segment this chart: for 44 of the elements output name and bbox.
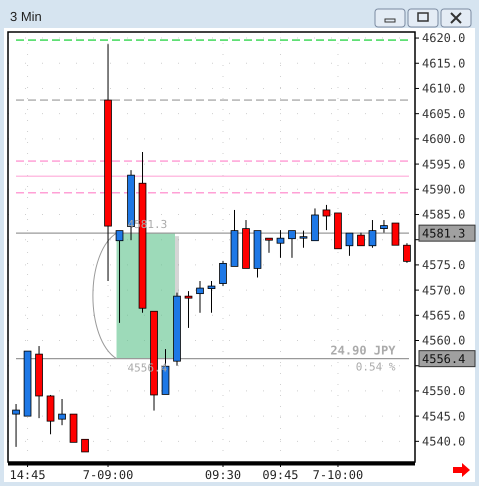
candlestick	[196, 280, 204, 314]
candlestick	[357, 232, 365, 246]
candlestick	[58, 398, 66, 426]
candlestick	[322, 204, 330, 231]
candlestick	[300, 230, 308, 248]
y-tick-label: 4620.0	[422, 31, 466, 46]
text: 4581.3	[422, 226, 466, 240]
x-tick-label: 14:45	[9, 468, 46, 482]
candlestick	[219, 260, 227, 287]
y-tick-label: 4605.0	[422, 106, 466, 121]
candlestick	[392, 222, 400, 246]
candlestick	[403, 242, 411, 264]
candlestick	[265, 238, 273, 254]
x-tick-label: 7-09:00	[82, 468, 134, 482]
candlestick	[368, 220, 376, 248]
y-tick-label: 4540.0	[422, 434, 466, 449]
y-tick-label: 4565.0	[422, 308, 466, 323]
candlestick	[208, 280, 216, 314]
candlestick	[12, 404, 20, 448]
y-tick-label: 4570.0	[422, 283, 466, 298]
annotation: 0.54 %	[356, 360, 396, 374]
x-tick-label: 09:30	[204, 468, 242, 482]
y-tick-label: 4610.0	[422, 82, 466, 96]
y-tick-label: 4595.0	[422, 157, 466, 172]
candlestick	[184, 290, 192, 328]
candlestick	[276, 230, 284, 258]
candlestick	[288, 230, 296, 258]
y-tick-label: 4575.0	[422, 258, 466, 272]
y-tick-label: 4585.0	[422, 208, 466, 222]
candlestick	[116, 230, 124, 324]
y-tick-label: 4615.0	[422, 56, 466, 70]
y-tick-label: 4560.0	[422, 334, 466, 348]
annotation: 24.90 JPY	[330, 344, 396, 358]
candlestick	[380, 220, 388, 234]
y-tick-label: 4600.0	[422, 132, 466, 146]
y-tick-label: 4590.0	[422, 182, 466, 196]
y-tick-label: 4545.0	[422, 409, 466, 424]
x-tick-label: 09:45	[262, 468, 299, 482]
y-tick-label: 4550.0	[422, 384, 466, 398]
x-tick-label: 7-10:00	[312, 468, 364, 482]
chart-title: 3 Min	[10, 9, 42, 24]
candlestick	[346, 232, 354, 256]
text: 4556.4	[422, 352, 466, 366]
candlestick	[81, 438, 89, 452]
